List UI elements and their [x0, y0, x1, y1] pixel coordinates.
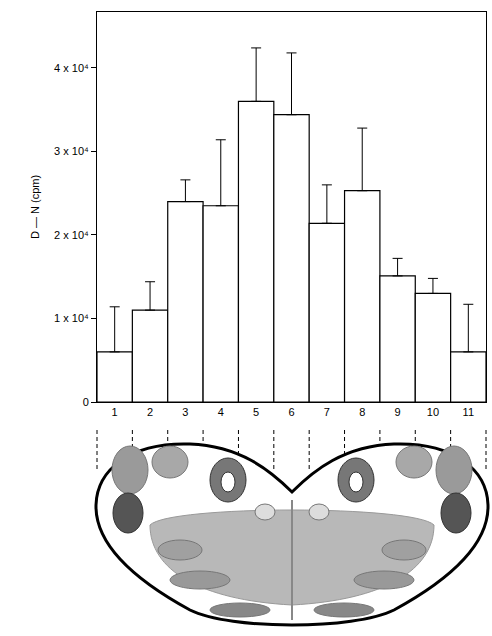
svg-text:D — N (cpm): D — N (cpm) [29, 175, 41, 239]
svg-text:5: 5 [253, 406, 259, 418]
svg-text:7: 7 [324, 406, 330, 418]
svg-text:10: 10 [427, 406, 439, 418]
svg-text:1 x 10⁴: 1 x 10⁴ [54, 312, 89, 324]
svg-text:4 x 10⁴: 4 x 10⁴ [54, 62, 89, 74]
svg-text:6: 6 [288, 406, 294, 418]
svg-text:3 x 10⁴: 3 x 10⁴ [54, 145, 89, 157]
svg-text:4: 4 [218, 406, 224, 418]
svg-text:8: 8 [359, 406, 365, 418]
svg-text:11: 11 [463, 406, 474, 418]
svg-text:2: 2 [147, 406, 153, 418]
svg-text:3: 3 [182, 406, 188, 418]
svg-text:9: 9 [395, 406, 401, 418]
svg-text:2 x 10⁴: 2 x 10⁴ [54, 229, 89, 241]
svg-text:1: 1 [112, 406, 118, 418]
svg-text:0: 0 [83, 396, 89, 408]
